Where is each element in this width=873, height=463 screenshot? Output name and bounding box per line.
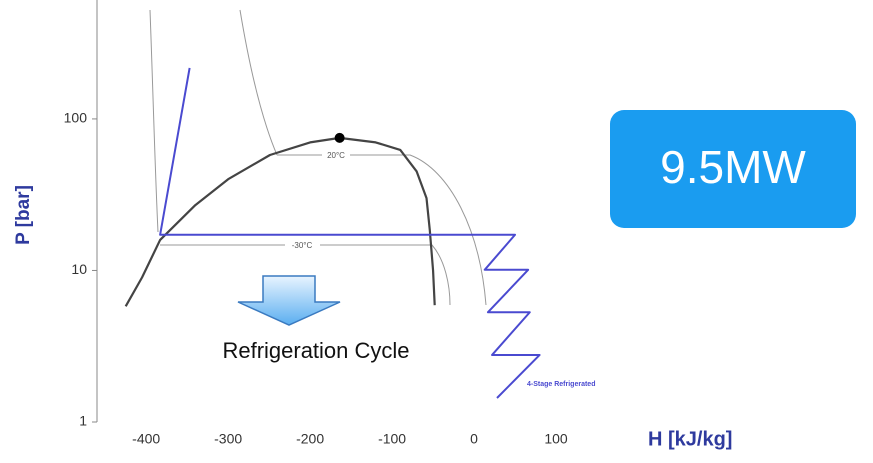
isotherm — [149, 9, 159, 233]
isotherm-20 — [277, 154, 487, 306]
annotation: Refrigeration Cycle — [222, 338, 409, 363]
critical-point — [334, 132, 345, 143]
y-tick-label: 1 — [79, 413, 87, 429]
x-tick-label: -400 — [132, 431, 160, 447]
x-tick-label: -200 — [296, 431, 324, 447]
x-tick-label: -300 — [214, 431, 242, 447]
isotherm — [239, 9, 278, 156]
annotation: -30°C — [292, 241, 313, 250]
y-tick-label: 100 — [64, 110, 88, 126]
x-tick-label: 0 — [470, 431, 478, 447]
badge: 9.5MW — [660, 141, 806, 193]
badge-box — [610, 110, 856, 228]
x-axis-label: H [kJ/kg] — [648, 428, 732, 450]
series-line — [159, 67, 541, 399]
arrow — [237, 275, 341, 326]
y-axis-label: P [bar] — [13, 185, 34, 245]
x-tick-label: -100 — [378, 431, 406, 447]
y-tick-label: 10 — [71, 261, 87, 277]
x-tick-label: 100 — [544, 431, 568, 447]
annotation: 20°C — [327, 151, 345, 160]
series-label: 4-Stage Refrigerated — [527, 381, 595, 388]
